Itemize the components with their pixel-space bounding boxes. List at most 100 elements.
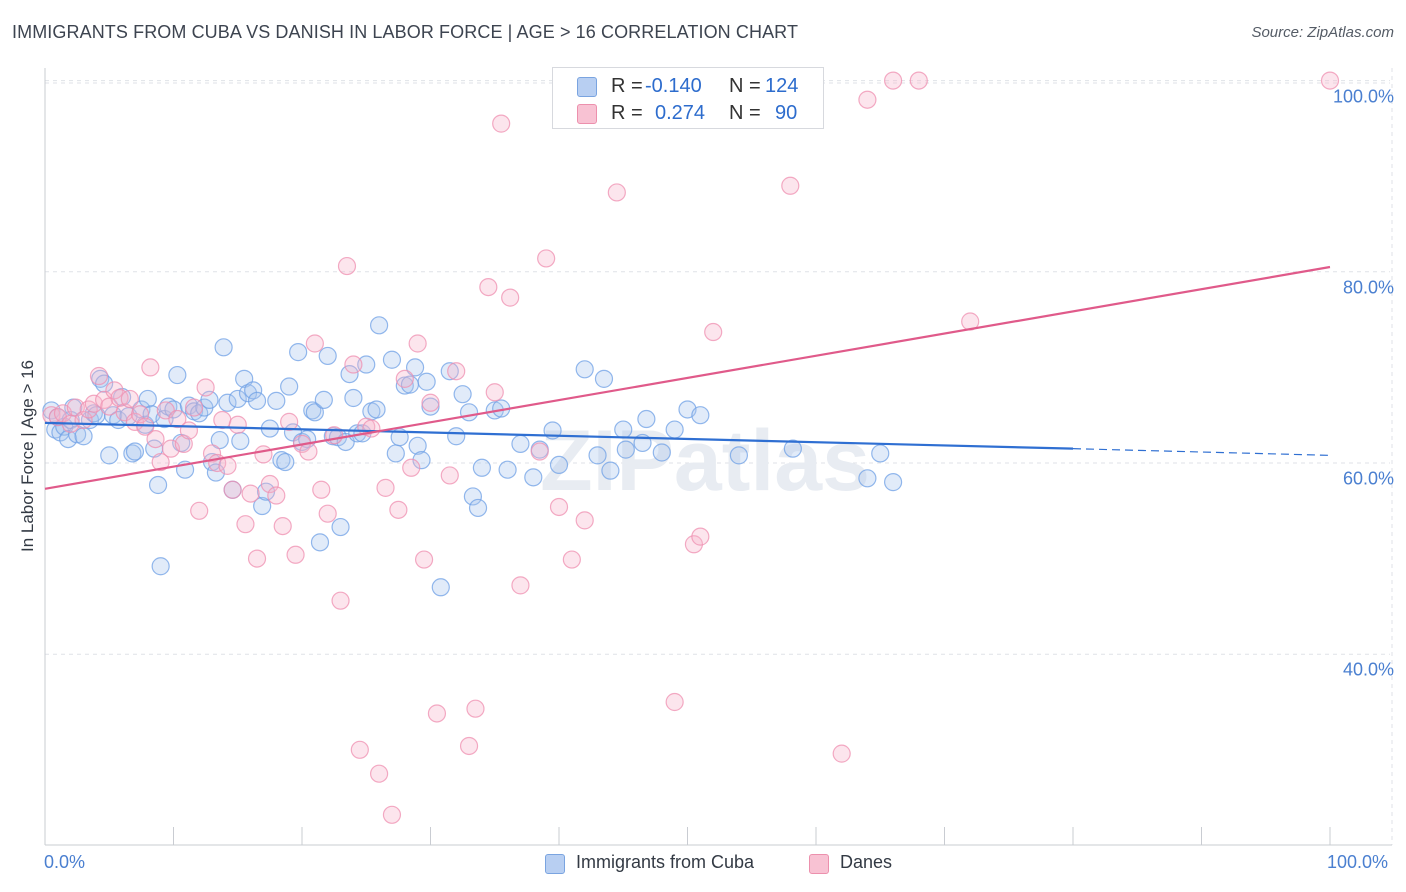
data-point [218,456,237,475]
data-point [267,391,286,410]
data-point [485,383,504,402]
data-point [179,421,199,440]
data-point [244,381,263,400]
data-point [344,355,363,374]
data-point [218,393,237,412]
data-point [402,458,421,477]
data-point [412,451,431,470]
legend-row-cuba: R = -0.140 N = 124 [553,73,823,101]
data-point [871,444,890,463]
data-point [247,391,267,410]
data-point [414,550,434,569]
data-point [223,480,242,499]
legend-row-danes: R = 0.274 N = 90 [553,100,823,128]
data-point [459,736,479,756]
data-point [254,445,273,464]
trend-line-cuba [44,421,1074,450]
data-point [781,176,800,195]
data-point [247,549,267,568]
data-point [704,322,723,342]
data-point [125,442,145,461]
y-tick-label-0: 40.0% [1342,659,1394,680]
data-point [190,501,209,520]
data-point [408,334,427,353]
legend-n-label: N = [729,102,761,124]
data-point [42,401,61,420]
data-point [148,475,168,495]
y-axis-label: In Labor Force | Age > 16 [18,359,37,553]
data-point [310,533,330,552]
data-point [337,256,357,276]
data-point [280,412,299,431]
trend-lines [44,265,1331,490]
bottom-legend-label-cuba: Immigrants from Cuba [576,852,755,872]
data-point [241,484,260,503]
data-point [123,444,142,463]
data-point [858,90,877,109]
data-point [386,444,405,463]
data-point [588,446,607,465]
data-point [318,504,337,523]
data-point [260,474,279,494]
data-point [89,366,109,386]
data-point [472,458,491,477]
data-point [350,740,369,759]
data-point [537,249,556,268]
y-tick-label-3: 100.0% [1332,86,1394,107]
data-point [340,364,359,384]
data-point [236,515,255,534]
data-point [184,398,204,417]
data-point [196,378,215,397]
data-point [395,369,414,388]
data-point [370,764,389,783]
data-point [231,431,250,451]
data-point [883,473,903,492]
legend-n-value-danes: 90 [775,102,798,124]
data-point [421,397,440,416]
data-point [440,362,459,381]
data-point [463,487,483,506]
data-point [305,403,324,422]
data-point [100,446,119,465]
watermark: ZIPatlas [540,413,870,509]
gridlines [45,68,1393,845]
data-point [395,376,414,395]
data-point [174,434,193,453]
y-tick-label-1: 60.0% [1342,468,1394,489]
data-point [84,394,103,413]
data-point [190,404,209,423]
data-point [357,355,376,374]
data-point [691,527,710,546]
data-point [431,578,450,597]
data-point [253,496,272,516]
data-point [729,446,749,465]
data-point [318,346,337,366]
legend-r-value-danes: 0.274 [655,102,706,124]
data-point [783,439,802,458]
data-point [141,358,160,377]
data-point [389,500,408,519]
data-point [146,430,165,449]
data-point [312,480,331,499]
legend-swatch-cuba [577,77,597,97]
data-point [382,350,402,369]
data-point [168,409,187,429]
data-point [575,511,594,530]
data-point [594,369,614,388]
legend-swatch-danes [577,104,597,124]
series-danes-points [42,71,1340,824]
data-point [370,316,389,335]
data-point [382,805,402,824]
data-point [213,410,232,430]
data-point [305,334,324,353]
data-point [164,400,183,419]
data-point [151,557,170,576]
data-point [314,390,333,410]
data-point [405,358,425,377]
data-point [652,443,671,462]
trend-line-cuba-extension [1072,448,1331,456]
data-point [280,377,299,396]
data-point [289,343,308,362]
data-point [367,400,386,419]
data-point [151,452,170,472]
